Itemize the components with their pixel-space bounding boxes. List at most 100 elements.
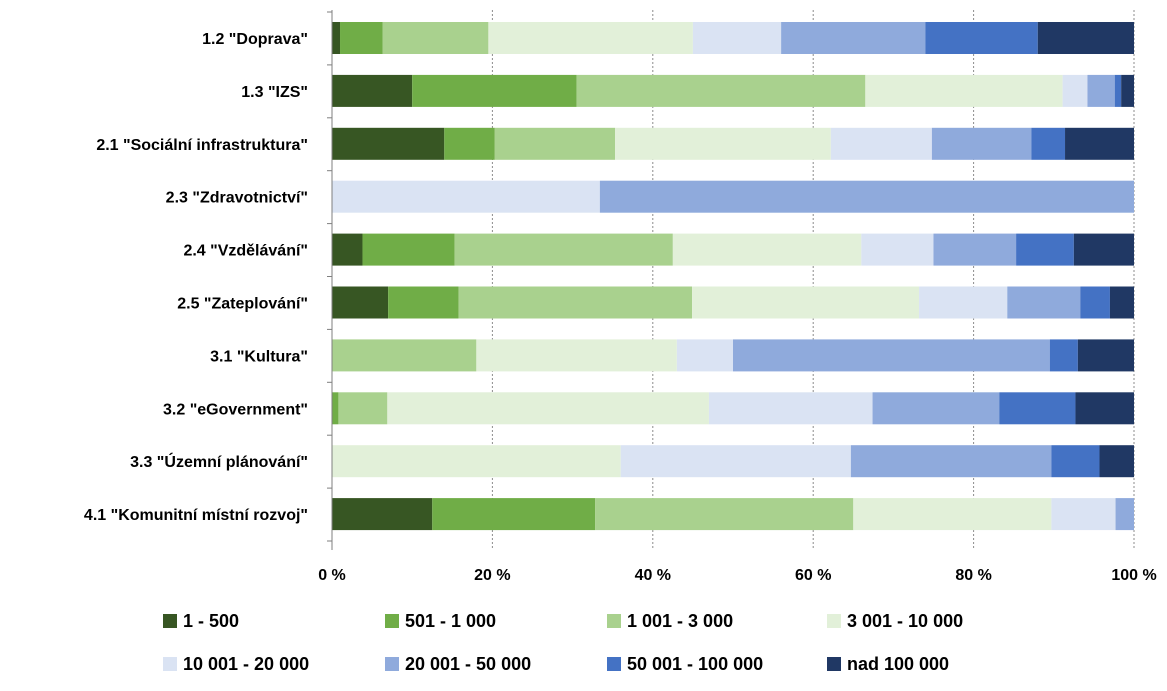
bar-segment	[919, 286, 1008, 319]
x-tick-label: 40 %	[635, 567, 671, 584]
bar-segment	[432, 498, 596, 531]
bar-segment	[615, 127, 831, 160]
category-label: 3.2 "eGovernment"	[163, 401, 308, 418]
category-label: 3.1 "Kultura"	[210, 348, 308, 365]
bar-segment	[1065, 127, 1134, 160]
legend-swatch	[827, 614, 841, 628]
bar-segment	[853, 498, 1052, 531]
bar-segment	[332, 233, 363, 266]
bar-segment	[1073, 233, 1134, 266]
bar-segment	[488, 22, 693, 54]
category-label: 2.5 "Zateplování"	[177, 296, 308, 313]
bar-segment	[1051, 445, 1100, 478]
bar-segment	[830, 127, 932, 160]
bar-segment	[332, 286, 389, 319]
category-label: 4.1 "Komunitní místní rozvoj"	[84, 507, 308, 524]
bar-segment	[1099, 445, 1134, 478]
bar-segment	[1016, 233, 1074, 266]
bar-segment	[999, 392, 1076, 425]
bar-segment	[1114, 74, 1122, 107]
bar-segment	[733, 339, 1050, 372]
bar-segment	[476, 339, 677, 372]
bar-segment	[332, 127, 445, 160]
x-tick-label: 100 %	[1111, 567, 1156, 584]
bar-segment	[576, 74, 866, 107]
bar-segment	[444, 127, 495, 160]
bar-segment	[1121, 74, 1134, 107]
bar-segment	[1031, 127, 1066, 160]
bar-segment	[387, 392, 709, 425]
category-label: 2.4 "Vzdělávání"	[183, 243, 308, 260]
bar-segment	[1051, 498, 1116, 531]
bar-segment	[861, 233, 934, 266]
legend-swatch	[827, 657, 841, 671]
bar-segment	[933, 233, 1017, 266]
bar-segment	[332, 498, 433, 531]
bar-segment	[388, 286, 459, 319]
category-label: 3.3 "Územní plánování"	[130, 452, 308, 471]
legend-label: nad 100 000	[847, 654, 949, 674]
legend-label: 1 - 500	[183, 611, 239, 631]
bar-segment	[332, 445, 621, 478]
bar-segment	[1115, 498, 1134, 531]
bar-segment	[458, 286, 693, 319]
bar-segment	[599, 180, 1134, 213]
bar-segment	[1049, 339, 1078, 372]
bar-segment	[362, 233, 455, 266]
legend-label: 20 001 - 50 000	[405, 654, 531, 674]
category-label: 2.3 "Zdravotnictví"	[166, 190, 308, 207]
bar-segment	[1080, 286, 1110, 319]
x-tick-label: 0 %	[318, 567, 346, 584]
legend-label: 1 001 - 3 000	[627, 611, 733, 631]
bar-segment	[332, 22, 341, 54]
bar-segment	[1037, 22, 1134, 54]
legend-label: 50 001 - 100 000	[627, 654, 763, 674]
bar-segment	[708, 392, 873, 425]
bar-segment	[865, 74, 1063, 107]
category-label: 1.2 "Doprava"	[202, 31, 308, 48]
bar-segment	[692, 286, 920, 319]
bar-segment	[1062, 74, 1088, 107]
bar-segment	[931, 127, 1032, 160]
bar-segment	[925, 22, 1038, 54]
bar-segment	[1087, 74, 1115, 107]
x-tick-label: 20 %	[474, 567, 510, 584]
legend-swatch	[385, 614, 399, 628]
bar-segment	[338, 392, 388, 425]
bar-segment	[382, 22, 489, 54]
bar-segment	[872, 392, 1000, 425]
legend-swatch	[163, 614, 177, 628]
legend-label: 501 - 1 000	[405, 611, 496, 631]
category-label: 1.3 "IZS"	[241, 84, 308, 101]
x-tick-label: 80 %	[955, 567, 991, 584]
bar-segment	[850, 445, 1052, 478]
bar-segment	[1007, 286, 1081, 319]
bar-segment	[454, 233, 673, 266]
bar-segment	[332, 392, 339, 425]
bar-segment	[595, 498, 854, 531]
legend-label: 10 001 - 20 000	[183, 654, 309, 674]
bar-segment	[1077, 339, 1134, 372]
legend-label: 3 001 - 10 000	[847, 611, 963, 631]
category-label: 2.1 "Sociální infrastruktura"	[96, 137, 308, 154]
bar-segment	[1109, 286, 1134, 319]
bar-segment	[332, 180, 600, 213]
bar-segment	[332, 74, 413, 107]
legend-swatch	[385, 657, 399, 671]
bar-segment	[620, 445, 851, 478]
bar-segment	[340, 22, 383, 54]
legend-swatch	[607, 614, 621, 628]
x-tick-label: 60 %	[795, 567, 831, 584]
bar-segment	[672, 233, 862, 266]
bar-segment	[1075, 392, 1134, 425]
bar-segment	[692, 22, 782, 54]
legend-swatch	[163, 657, 177, 671]
bar-segment	[412, 74, 577, 107]
bar-segment	[332, 339, 477, 372]
legend-swatch	[607, 657, 621, 671]
bar-segment	[494, 127, 616, 160]
bar-segment	[781, 22, 926, 54]
bar-segment	[676, 339, 733, 372]
